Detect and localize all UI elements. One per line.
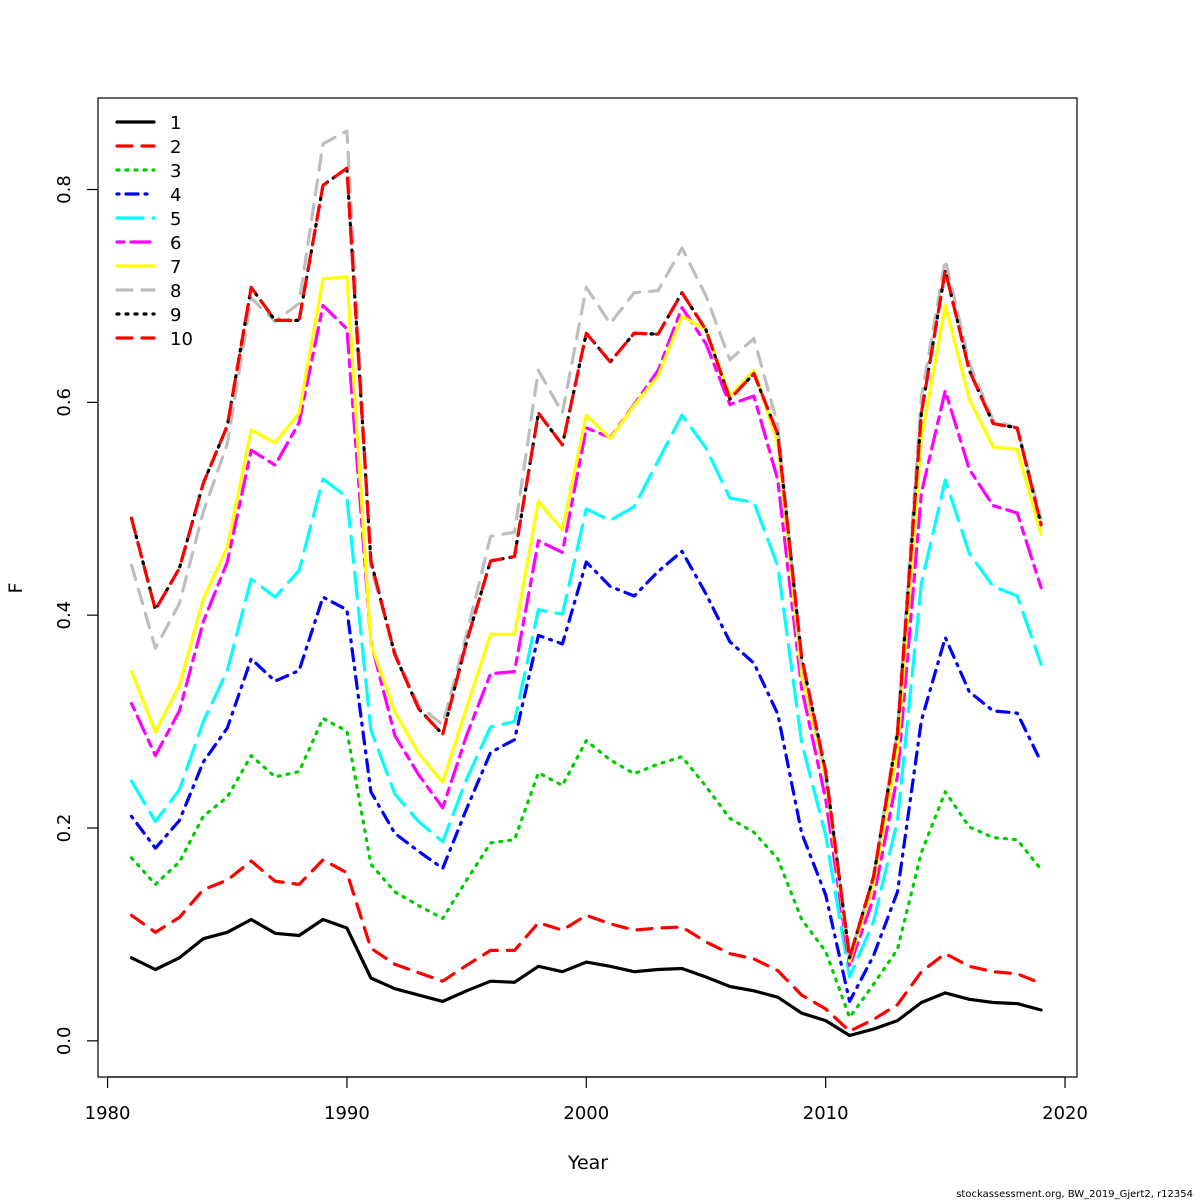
legend-label-6: 6 [170, 233, 181, 254]
series-line-2 [129, 858, 1043, 1033]
legend: 1 2 3 4 5 6 7 8 9 10 [115, 113, 193, 350]
series-line-4 [129, 549, 1043, 1004]
series-lines [129, 129, 1043, 1038]
series-line-3 [129, 716, 1043, 1020]
x-tick-label: 1990 [324, 1103, 370, 1124]
x-tick-label: 2010 [803, 1103, 849, 1124]
legend-label-10: 10 [170, 329, 193, 350]
x-tick-label: 1980 [85, 1103, 131, 1124]
legend-label-7: 7 [170, 257, 181, 278]
series-line-5 [129, 413, 1043, 979]
credit-text: stockassessment.org, BW_2019_Gjert2, r12… [956, 1189, 1193, 1200]
y-tick-label: 0.6 [54, 388, 75, 417]
legend-label-3: 3 [170, 161, 181, 182]
legend-label-1: 1 [170, 113, 181, 134]
legend-label-9: 9 [170, 305, 181, 326]
y-tick-label: 0.4 [54, 601, 75, 630]
y-tick-label: 0.2 [54, 814, 75, 843]
y-axis: 0.0 0.2 0.4 0.6 0.8 [54, 175, 99, 1055]
x-axis: 1980 1990 2000 2010 2020 [85, 1076, 1088, 1124]
legend-label-5: 5 [170, 209, 181, 230]
x-tick-label: 2000 [563, 1103, 609, 1124]
x-axis-title: Year [567, 1152, 608, 1174]
series-line-6 [129, 303, 1043, 968]
x-tick-label: 2020 [1042, 1103, 1088, 1124]
y-tick-label: 0.0 [54, 1026, 75, 1055]
series-line-1 [129, 917, 1043, 1038]
legend-label-2: 2 [170, 137, 181, 158]
y-tick-label: 0.8 [54, 175, 75, 204]
legend-label-4: 4 [170, 185, 181, 206]
series-line-8 [129, 129, 1043, 960]
series-line-10 [129, 166, 1043, 960]
legend-label-8: 8 [170, 281, 181, 302]
y-axis-title: F [5, 583, 27, 594]
series-line-7 [129, 275, 1043, 963]
